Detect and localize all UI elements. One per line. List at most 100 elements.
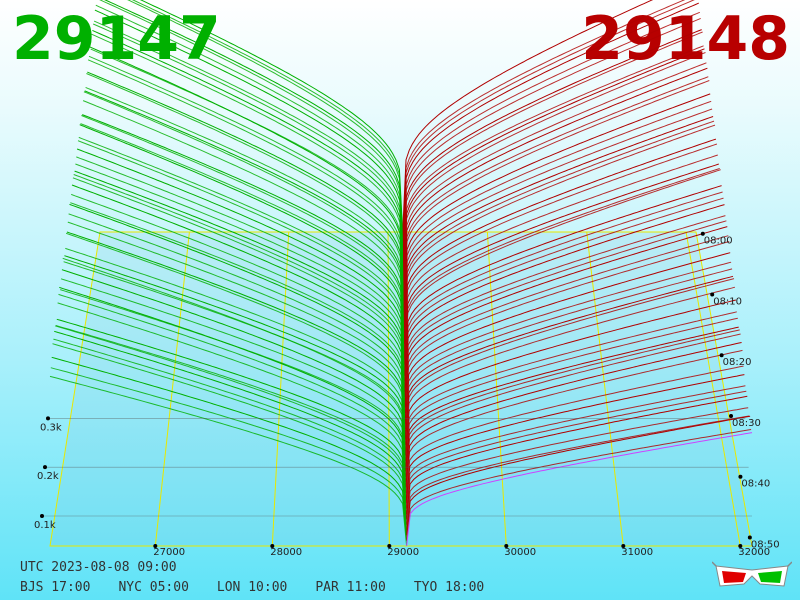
bid-depth-line xyxy=(78,136,405,366)
price-grid-line xyxy=(154,231,190,547)
ask-depth-line xyxy=(405,329,740,477)
bid-depth-line xyxy=(61,269,407,472)
ask-depth-line xyxy=(405,311,737,461)
bid-depth-line xyxy=(76,148,405,376)
ask-depth-line xyxy=(403,138,717,344)
bid-depth-line xyxy=(87,71,405,312)
ask-depth-line xyxy=(405,299,737,456)
ask-depth-line xyxy=(403,76,709,302)
ask-depth-line xyxy=(404,278,735,445)
bid-depth-line xyxy=(127,0,404,243)
ask-depth-line xyxy=(404,185,722,376)
price-tick-label: 30000 xyxy=(504,547,536,558)
bid-depth-line xyxy=(93,23,404,275)
bid-depth-line xyxy=(92,29,404,280)
bid-depth-line xyxy=(66,231,406,440)
bid-depth-line xyxy=(54,325,407,515)
ask-depth-line xyxy=(402,45,704,275)
bid-depth-line xyxy=(68,213,406,429)
ask-depth-line xyxy=(405,342,742,488)
bid-depth-line xyxy=(93,20,404,270)
volume-tick-label: 0.1k xyxy=(34,520,56,531)
time-tick-marker xyxy=(747,535,752,540)
ask-depth-line xyxy=(403,168,720,366)
clock-lon: LON 10:00 xyxy=(216,580,288,595)
ask-depth-line xyxy=(402,52,706,286)
ask-depth-line xyxy=(403,163,719,360)
price-tick-marker xyxy=(738,544,743,548)
ask-depth-line xyxy=(405,415,751,536)
bid-depth-line xyxy=(59,286,407,488)
ask-depth-line xyxy=(405,333,741,483)
bid-depth-line xyxy=(91,33,404,286)
bid-depth-line xyxy=(99,0,404,254)
ask-depth-line xyxy=(404,235,729,413)
bid-depth-line xyxy=(69,203,406,424)
price-grid-line xyxy=(387,231,390,547)
time-tick-marker xyxy=(710,292,715,297)
price-grid-line xyxy=(586,231,624,547)
ask-depth-line xyxy=(402,31,703,270)
depth-chart: 0.1k 0.2k 0.3k 27000 28000 29000 30000 31000 320… xyxy=(34,0,780,558)
ask-depth-line xyxy=(402,11,700,254)
ask-depth-line xyxy=(403,100,712,318)
bid-depth-line xyxy=(81,115,405,350)
world-clocks: BJS 17:00 NYC 05:00 LON 10:00 PAR 11:00 … xyxy=(20,580,484,595)
ask-depth-line xyxy=(402,2,700,249)
ask-depth-line xyxy=(403,154,718,355)
price-grid-line xyxy=(486,231,507,547)
bid-depth-line xyxy=(85,86,405,323)
price-tick-label: 31000 xyxy=(621,547,653,558)
ask-depth-line xyxy=(405,385,746,509)
bid-depth-line xyxy=(74,170,406,392)
bid-depth-line xyxy=(82,100,405,339)
time-tick-label: 08:40 xyxy=(741,479,770,490)
time-tick-label: 08:00 xyxy=(704,236,733,247)
time-tick-label: 08:20 xyxy=(723,357,752,368)
ask-depth-line xyxy=(404,220,727,403)
time-tick-label: 08:30 xyxy=(732,418,761,429)
bid-depth-line xyxy=(70,202,406,419)
ask-depth-line xyxy=(402,0,654,233)
utc-time: UTC 2023-08-08 09:00 xyxy=(20,560,177,575)
ask-depth-line xyxy=(403,67,708,296)
price-tick-label: 29000 xyxy=(387,547,419,558)
bid-depth-line xyxy=(58,293,407,493)
latest-ask-depth-line xyxy=(406,432,753,547)
clock-bjs: BJS 17:00 xyxy=(20,580,91,595)
bid-depth-line xyxy=(83,91,405,334)
bid-depth-line xyxy=(79,124,405,360)
bid-depth-line xyxy=(62,257,407,467)
clock-par: PAR 11:00 xyxy=(315,580,386,595)
ask-depth-line xyxy=(406,429,752,541)
price-tick-marker xyxy=(504,544,509,548)
bid-depth-line xyxy=(50,367,407,541)
ask-depth-line xyxy=(403,108,713,323)
ask-depth-line xyxy=(405,365,744,499)
ask-depth-line xyxy=(404,252,731,424)
price-tick-label: 28000 xyxy=(270,547,302,558)
bid-depth-line xyxy=(84,90,405,328)
bid-depth-line xyxy=(55,325,407,509)
ask-depth-line xyxy=(404,215,726,398)
3d-glasses-icon[interactable] xyxy=(712,560,792,590)
ask-depth-line xyxy=(403,80,710,307)
bid-depth-line xyxy=(71,184,406,408)
ask-depth-line xyxy=(405,349,743,493)
clock-nyc: NYC 05:00 xyxy=(118,580,189,595)
price-tick-marker xyxy=(270,544,275,548)
ask-depth-line xyxy=(404,261,732,429)
ask-depth-line xyxy=(404,197,724,387)
volume-tick-marker xyxy=(40,514,44,518)
bid-depth-line xyxy=(51,356,407,536)
price-tick-label: 32000 xyxy=(738,547,770,558)
ask-depth-line xyxy=(405,390,747,515)
bid-depth-line xyxy=(64,255,406,456)
ask-depth-line xyxy=(404,241,730,419)
bid-depth-line xyxy=(89,46,404,296)
bid-depth-line xyxy=(49,375,408,547)
bid-depth-line xyxy=(80,123,405,355)
bid-depth-line xyxy=(77,140,405,371)
bid-depth-line xyxy=(139,0,404,233)
ask-depth-line xyxy=(404,226,728,408)
